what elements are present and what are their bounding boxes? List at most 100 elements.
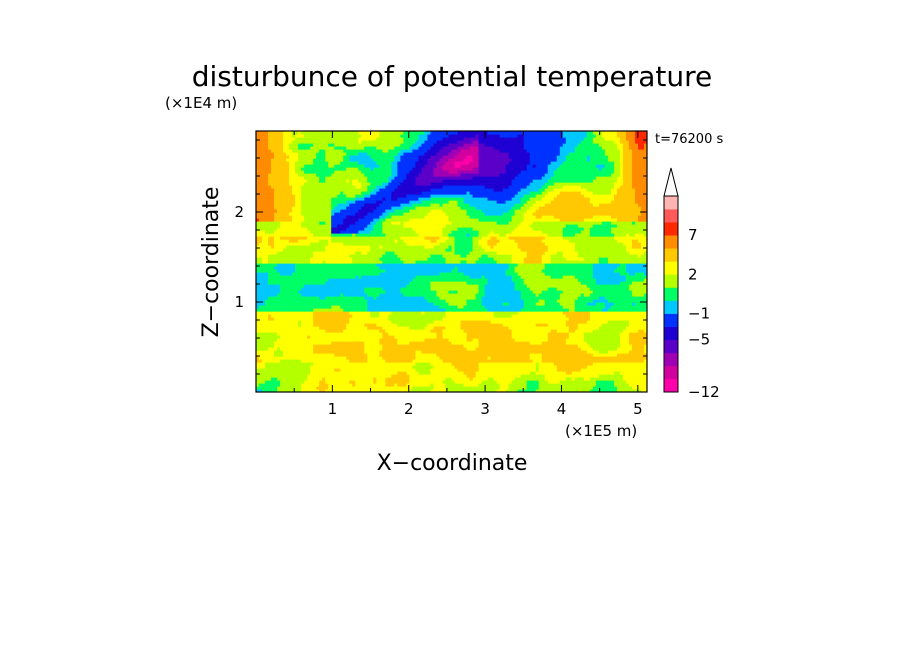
heatmap-cell bbox=[544, 368, 549, 372]
heatmap-cell bbox=[394, 389, 398, 392]
heatmap-cell bbox=[532, 389, 537, 392]
heatmap-cell bbox=[553, 350, 558, 354]
heatmap-cell bbox=[256, 341, 260, 345]
heatmap-cell bbox=[484, 344, 489, 348]
heatmap-cell bbox=[376, 365, 380, 369]
heatmap-cell bbox=[367, 371, 371, 375]
heatmap-cell bbox=[481, 368, 486, 372]
heatmap-cell bbox=[346, 389, 350, 392]
heatmap-cell bbox=[598, 383, 603, 387]
heatmap-cell bbox=[523, 383, 528, 387]
heatmap-cell bbox=[523, 353, 528, 357]
heatmap-cell bbox=[355, 362, 359, 366]
heatmap-cell bbox=[643, 335, 647, 339]
heatmap-cell bbox=[355, 380, 359, 384]
heatmap-cell bbox=[328, 383, 332, 387]
heatmap-cell bbox=[403, 377, 407, 381]
heatmap-cell bbox=[511, 368, 516, 372]
heatmap-cell bbox=[472, 386, 477, 390]
heatmap-cell bbox=[430, 377, 435, 381]
heatmap-cell bbox=[517, 365, 522, 369]
heatmap-cell bbox=[394, 377, 398, 381]
heatmap-cell bbox=[622, 353, 627, 357]
heatmap-cell bbox=[334, 380, 338, 384]
heatmap-cell bbox=[478, 365, 483, 369]
heatmap-cell bbox=[406, 338, 410, 342]
heatmap-cell bbox=[259, 365, 263, 369]
heatmap-cell bbox=[496, 344, 501, 348]
heatmap-cell bbox=[574, 350, 579, 354]
heatmap-cell bbox=[487, 371, 492, 375]
heatmap-cell bbox=[622, 362, 627, 366]
heatmap-cell bbox=[469, 377, 474, 381]
heatmap-cell bbox=[565, 365, 570, 369]
heatmap-cell bbox=[325, 353, 329, 357]
heatmap-cell bbox=[472, 362, 477, 366]
heatmap-cell bbox=[547, 374, 552, 378]
heatmap-cell bbox=[424, 335, 429, 339]
heatmap-cell bbox=[481, 359, 486, 363]
heatmap-cell bbox=[277, 335, 281, 339]
heatmap-cell bbox=[514, 335, 519, 339]
heatmap-cell bbox=[340, 374, 344, 378]
heatmap-cell bbox=[310, 359, 314, 363]
heatmap-cell bbox=[343, 362, 347, 366]
heatmap-cell bbox=[523, 380, 528, 384]
heatmap-cell bbox=[265, 362, 269, 366]
heatmap-cell bbox=[328, 362, 332, 366]
heatmap-cell bbox=[274, 347, 278, 351]
heatmap-cell bbox=[502, 368, 507, 372]
heatmap-cell bbox=[469, 374, 474, 378]
heatmap-cell bbox=[610, 338, 615, 342]
heatmap-cell bbox=[610, 353, 615, 357]
heatmap-cell bbox=[337, 356, 341, 360]
heatmap-cell bbox=[376, 350, 380, 354]
heatmap-cell bbox=[607, 365, 612, 369]
heatmap-cell bbox=[631, 341, 636, 345]
heatmap-cell bbox=[448, 359, 453, 363]
heatmap-cell bbox=[601, 359, 606, 363]
heatmap-cell bbox=[559, 353, 564, 357]
heatmap-cell bbox=[286, 353, 290, 357]
heatmap-cell bbox=[367, 341, 371, 345]
heatmap-cell bbox=[604, 365, 609, 369]
heatmap-cell bbox=[634, 365, 639, 369]
heatmap-cell bbox=[610, 374, 615, 378]
heatmap-cell bbox=[412, 347, 417, 351]
heatmap-cell bbox=[436, 368, 441, 372]
heatmap-cell bbox=[283, 350, 287, 354]
heatmap-cell bbox=[286, 350, 290, 354]
heatmap-cell bbox=[448, 347, 453, 351]
heatmap-cell bbox=[622, 365, 627, 369]
heatmap-cell bbox=[298, 377, 302, 381]
heatmap-cell bbox=[262, 374, 266, 378]
heatmap-cell bbox=[553, 353, 558, 357]
heatmap-cell bbox=[433, 341, 438, 345]
heatmap-cell bbox=[337, 353, 341, 357]
heatmap-cell bbox=[436, 338, 441, 342]
heatmap-cell bbox=[592, 374, 597, 378]
heatmap-cell bbox=[553, 356, 558, 360]
heatmap-cell bbox=[622, 338, 627, 342]
heatmap-cell bbox=[337, 350, 341, 354]
heatmap-cell bbox=[529, 344, 534, 348]
heatmap-cell bbox=[331, 335, 335, 339]
heatmap-cell bbox=[379, 350, 383, 354]
heatmap-cell bbox=[559, 356, 564, 360]
heatmap-cell bbox=[406, 341, 410, 345]
heatmap-cell bbox=[295, 386, 299, 390]
heatmap-cell bbox=[277, 344, 281, 348]
heatmap-cell bbox=[403, 335, 407, 339]
heatmap-cell bbox=[553, 341, 558, 345]
heatmap-cell bbox=[499, 386, 504, 390]
heatmap-cell bbox=[628, 341, 633, 345]
heatmap-cell bbox=[346, 359, 350, 363]
heatmap-cell bbox=[532, 359, 537, 363]
heatmap-cell bbox=[445, 383, 450, 387]
heatmap-cell bbox=[436, 341, 441, 345]
heatmap-cell bbox=[376, 383, 380, 387]
heatmap-cell bbox=[262, 383, 266, 387]
heatmap-cell bbox=[265, 383, 269, 387]
heatmap-cell bbox=[385, 335, 389, 339]
heatmap-cell bbox=[445, 353, 450, 357]
